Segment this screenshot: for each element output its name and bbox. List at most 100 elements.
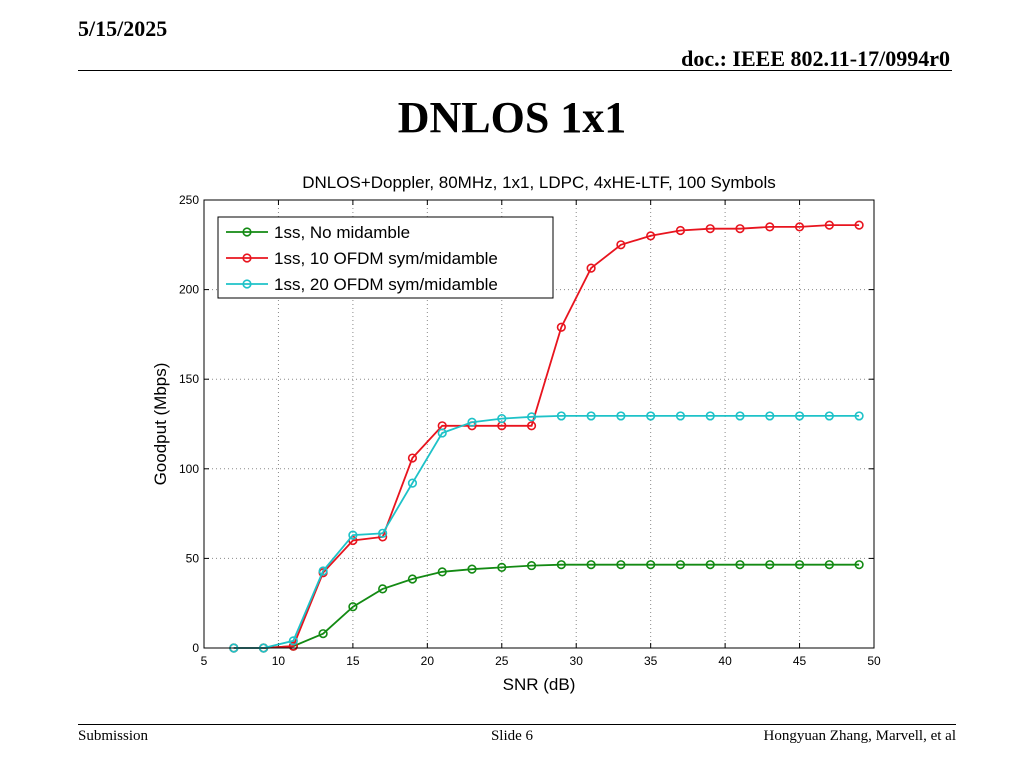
data-point: [407, 478, 418, 488]
data-point: [824, 560, 834, 570]
data-point: [348, 530, 358, 540]
data-point: [675, 225, 686, 236]
x-tick-label: 10: [272, 654, 286, 668]
data-point: [616, 240, 626, 250]
y-tick-label: 200: [179, 283, 199, 297]
x-tick-label: 25: [495, 654, 509, 668]
data-point: [794, 560, 805, 570]
x-tick-label: 45: [793, 654, 807, 668]
x-tick-label: 40: [718, 654, 732, 668]
data-point: [407, 574, 418, 584]
legend-item: 1ss, 20 OFDM sym/midamble: [226, 275, 498, 294]
legend-marker: [242, 253, 252, 263]
data-point: [526, 412, 537, 422]
y-tick-label: 50: [186, 551, 200, 565]
data-point: [378, 584, 388, 594]
x-tick-label: 35: [644, 654, 658, 668]
data-point: [437, 428, 447, 438]
data-point: [854, 560, 864, 570]
chart-title: DNLOS+Doppler, 80MHz, 1x1, LDPC, 4xHE-LT…: [302, 173, 776, 192]
y-axis-label: Goodput (Mbps): [151, 363, 170, 486]
legend-label: 1ss, 10 OFDM sym/midamble: [274, 249, 498, 268]
x-tick-label: 50: [867, 654, 881, 668]
data-point: [616, 411, 626, 421]
legend-item: 1ss, No midamble: [226, 223, 410, 242]
series-line: [233, 414, 860, 649]
data-point: [288, 636, 298, 646]
data-point: [526, 421, 537, 431]
plot-border: [203, 199, 875, 649]
data-point: [407, 453, 418, 463]
data-point: [675, 560, 686, 570]
data-point: [586, 263, 596, 273]
data-series: [229, 220, 864, 653]
data-point: [675, 411, 686, 421]
footer-slide-number: Slide 6: [490, 728, 534, 744]
data-point: [586, 560, 596, 570]
data-point: [288, 641, 298, 651]
legend-marker: [242, 279, 252, 289]
data-point: [854, 411, 864, 421]
data-point: [824, 411, 834, 421]
data-point: [705, 224, 715, 234]
footer-authors: Hongyuan Zhang, Marvell, et al: [763, 728, 956, 744]
footer-divider: [78, 724, 956, 725]
data-point: [497, 562, 507, 572]
data-point: [467, 417, 477, 427]
series-line: [233, 563, 860, 649]
data-point: [378, 528, 388, 538]
series-line: [233, 224, 860, 649]
header-divider: [78, 70, 952, 71]
data-point: [616, 560, 626, 570]
data-point: [348, 602, 358, 612]
data-point: [318, 629, 328, 639]
x-axis-label: SNR (dB): [503, 675, 576, 694]
y-tick-label: 0: [192, 641, 199, 655]
legend-item: 1ss, 10 OFDM sym/midamble: [226, 249, 498, 268]
data-point: [735, 560, 745, 570]
data-point: [646, 231, 656, 241]
data-point: [735, 411, 745, 421]
data-point: [586, 411, 596, 421]
data-point: [646, 411, 656, 421]
data-point: [556, 322, 566, 332]
legend-label: 1ss, 20 OFDM sym/midamble: [274, 275, 498, 294]
legend-marker: [242, 227, 252, 237]
slide-title: DNLOS 1x1: [397, 93, 627, 142]
data-point: [318, 566, 328, 576]
legend-box: [217, 216, 554, 299]
grid-lines: [204, 200, 874, 648]
y-tick-label: 250: [179, 193, 199, 207]
y-tick-label: 100: [179, 462, 199, 476]
data-point: [705, 411, 715, 421]
data-point: [824, 220, 834, 230]
x-tick-label: 30: [570, 654, 584, 668]
footer-submission: Submission: [78, 728, 149, 744]
data-point: [437, 567, 447, 577]
data-point: [765, 411, 775, 421]
data-point: [556, 560, 566, 570]
axis-ticks: 5 10 15 20 25 30 35 40 45 50 0 50 100 150 200 250: [179, 193, 881, 668]
x-tick-label: 5: [201, 654, 208, 668]
data-point: [526, 560, 537, 571]
y-tick-label: 150: [179, 372, 199, 386]
x-tick-label: 20: [421, 654, 435, 668]
data-point: [854, 220, 864, 230]
data-point: [556, 411, 566, 421]
data-point: [735, 224, 745, 234]
data-point: [794, 411, 805, 421]
legend-label: 1ss, No midamble: [274, 223, 410, 242]
chart-legend: 1ss, No midamble 1ss, 10 OFDM sym/midambl…: [217, 216, 554, 299]
data-point: [705, 560, 715, 570]
document-id: doc.: IEEE 802.11-17/0994r0: [681, 46, 950, 71]
data-point: [765, 222, 775, 232]
data-point: [765, 560, 775, 570]
slide-date: 5/15/2025: [78, 16, 168, 41]
data-point: [497, 414, 507, 424]
data-point: [794, 222, 805, 232]
data-point: [646, 560, 656, 570]
x-tick-label: 15: [346, 654, 360, 668]
data-point: [467, 564, 477, 574]
series-3: [229, 411, 864, 653]
